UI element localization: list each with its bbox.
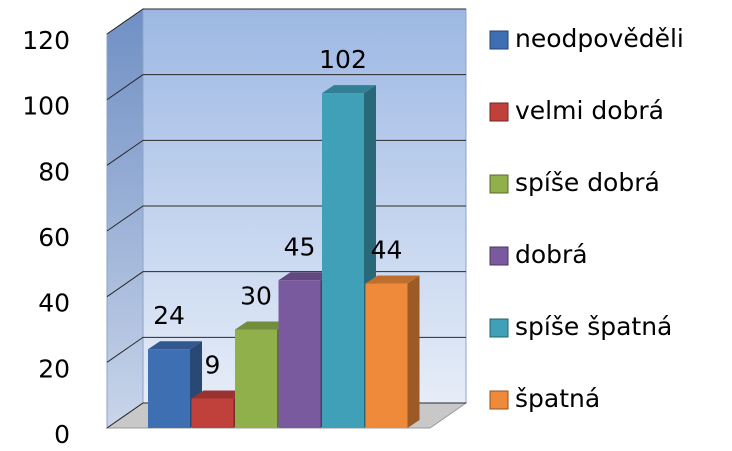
- legend-swatch: [489, 102, 509, 122]
- bar: [365, 283, 408, 428]
- legend-swatch: [489, 30, 509, 50]
- data-label: 102: [319, 45, 367, 74]
- bar: [235, 329, 277, 428]
- legend-swatch: [489, 318, 509, 338]
- bar-top: [365, 275, 420, 284]
- data-label: 9: [205, 350, 221, 379]
- data-label: 45: [284, 232, 316, 261]
- legend-swatch: [489, 390, 509, 410]
- legend-swatch: [489, 174, 509, 194]
- bar-side: [407, 275, 420, 428]
- data-label: 30: [240, 282, 272, 311]
- y-tick-label: 40: [38, 289, 70, 318]
- bar: [191, 398, 234, 428]
- legend-label: spíše dobrá: [515, 168, 660, 197]
- legend-label: špatná: [515, 384, 600, 413]
- legend-label: neodpověděli: [515, 24, 684, 53]
- bar-top: [191, 390, 246, 399]
- bar: [278, 280, 321, 428]
- bar-top: [322, 85, 376, 94]
- y-tick-label: 120: [22, 26, 70, 55]
- legend-label: spíše špatná: [515, 312, 672, 341]
- y-tick-label: 100: [22, 92, 70, 121]
- y-tick-label: 80: [38, 157, 70, 186]
- bar-top: [235, 321, 289, 330]
- legend-swatch: [489, 246, 509, 266]
- y-tick-label: 20: [38, 354, 70, 383]
- bar: [322, 93, 364, 428]
- y-tick-label: 60: [38, 223, 70, 252]
- y-tick-label: 0: [54, 420, 70, 449]
- legend-label: velmi dobrá: [515, 96, 664, 125]
- bar-top: [148, 341, 202, 350]
- bar: [148, 349, 190, 428]
- data-label: 44: [371, 236, 403, 265]
- data-label: 24: [153, 301, 185, 330]
- legend-label: dobrá: [515, 240, 588, 269]
- bar-top: [278, 272, 333, 281]
- grid-line: [106, 8, 466, 35]
- grid-line: [106, 74, 466, 101]
